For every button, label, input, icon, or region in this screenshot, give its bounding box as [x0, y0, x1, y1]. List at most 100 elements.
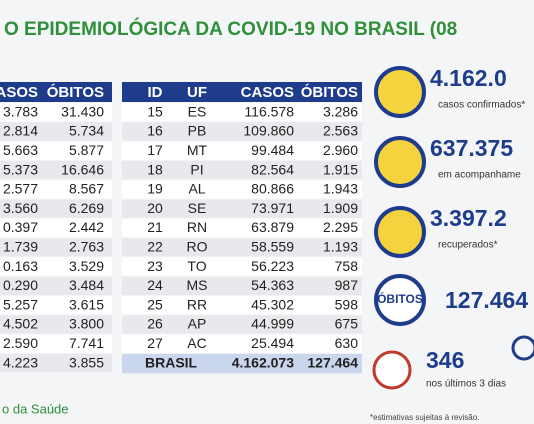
cell: 3.783 — [3, 103, 38, 119]
table-row — [0, 315, 112, 334]
header-cell: ID — [148, 84, 163, 101]
cell: 2.814 — [3, 123, 38, 139]
cell: 675 — [335, 316, 359, 332]
total-cell: 4.162.073 — [232, 354, 294, 370]
icon — [374, 206, 426, 258]
cell: 987 — [335, 277, 359, 293]
summary-value: 637.375 — [430, 135, 513, 161]
cell: 3.800 — [69, 316, 104, 332]
cell: 5.373 — [3, 161, 38, 177]
icon — [372, 350, 412, 390]
cell: 3.484 — [69, 277, 104, 293]
cell: 3.615 — [69, 296, 104, 312]
cell: 15 — [147, 103, 163, 119]
cell: 2.960 — [323, 142, 358, 158]
cell: AC — [187, 335, 206, 351]
cell: ES — [188, 103, 207, 119]
icon — [374, 66, 426, 118]
cell: 16 — [147, 123, 163, 139]
cell: 2.295 — [323, 219, 358, 235]
cell: SE — [188, 200, 207, 216]
total-row — [122, 353, 362, 374]
cell: 54.363 — [251, 277, 294, 293]
cell: 25 — [147, 296, 163, 312]
cell: 24 — [147, 277, 163, 293]
table-row — [122, 199, 362, 218]
header-cell: ÓBITOS — [301, 83, 358, 101]
cell: 3.855 — [69, 354, 104, 370]
cell: 5.257 — [3, 296, 38, 312]
table-header — [122, 82, 362, 102]
summary-label: em acompanhame — [438, 170, 521, 181]
recent-label: nos últimos 3 dias — [426, 379, 506, 390]
header-cell: UF — [187, 84, 207, 101]
cell: AL — [188, 181, 205, 197]
cell: 19 — [147, 181, 163, 197]
cell: 2.590 — [3, 335, 38, 351]
cell: 27 — [147, 335, 163, 351]
header-cell: CASOS — [241, 84, 294, 101]
summary-value: 4.162.0 — [430, 65, 507, 91]
table-row — [122, 238, 362, 257]
cell: 2.763 — [69, 238, 104, 254]
table-row — [0, 334, 112, 353]
cell: 82.564 — [251, 161, 294, 177]
cell: MS — [187, 277, 208, 293]
cell: 116.578 — [244, 103, 294, 119]
table-row — [122, 315, 362, 334]
source: o da Saúde — [2, 401, 69, 416]
cell: 16.646 — [61, 161, 104, 177]
header-cell: ÓBITOS — [47, 83, 104, 101]
table-row — [0, 180, 112, 199]
cell: 0.290 — [3, 277, 38, 293]
icon — [374, 136, 426, 188]
cell: 1.193 — [323, 238, 358, 254]
cell: 1.909 — [323, 200, 358, 216]
cell: 5.663 — [3, 142, 38, 158]
cell: 630 — [335, 335, 359, 351]
table-row — [0, 160, 112, 180]
table-header — [0, 82, 112, 102]
cell: 758 — [335, 258, 359, 274]
cell: 44.999 — [251, 316, 294, 332]
table-row — [122, 257, 362, 276]
cell: 26 — [147, 316, 163, 332]
cell: 2.563 — [323, 123, 358, 139]
cell: 63.879 — [251, 219, 294, 235]
cell: 2.577 — [3, 181, 38, 197]
cell: 3.560 — [3, 200, 38, 216]
table-row — [0, 238, 112, 257]
cell: 31.430 — [61, 103, 104, 119]
cell: 4.502 — [3, 316, 38, 332]
icon — [374, 274, 426, 326]
table-row — [0, 122, 112, 141]
cell: 0.397 — [3, 219, 38, 235]
summary-label: recuperados* — [438, 240, 498, 251]
cell: MT — [187, 142, 208, 158]
cell: 0.163 — [3, 258, 38, 274]
table-row — [0, 141, 112, 160]
table-row — [122, 160, 362, 180]
header-cell: ASOS — [0, 84, 38, 101]
cell: 109.860 — [243, 123, 294, 139]
cell: 4.223 — [3, 354, 38, 370]
title: O EPIDEMIOLÓGICA DA COVID-19 NO BRASIL (… — [4, 18, 457, 40]
cell: 22 — [147, 238, 163, 254]
cell: RO — [187, 238, 208, 254]
table-row — [0, 353, 112, 373]
table-row — [0, 218, 112, 238]
cell: 23 — [147, 258, 163, 274]
table-row — [122, 276, 362, 295]
table-row — [122, 334, 362, 353]
deaths-label: ÓBITOS — [377, 291, 423, 306]
cell: 5.877 — [69, 142, 104, 158]
cell: 99.484 — [251, 142, 294, 158]
cell: RR — [187, 296, 207, 312]
table-row — [0, 296, 112, 315]
cell: 56.223 — [251, 258, 294, 274]
search-icon — [511, 335, 534, 361]
cell: 8.567 — [69, 181, 104, 197]
table-row — [122, 218, 362, 238]
cell: 598 — [335, 296, 359, 312]
